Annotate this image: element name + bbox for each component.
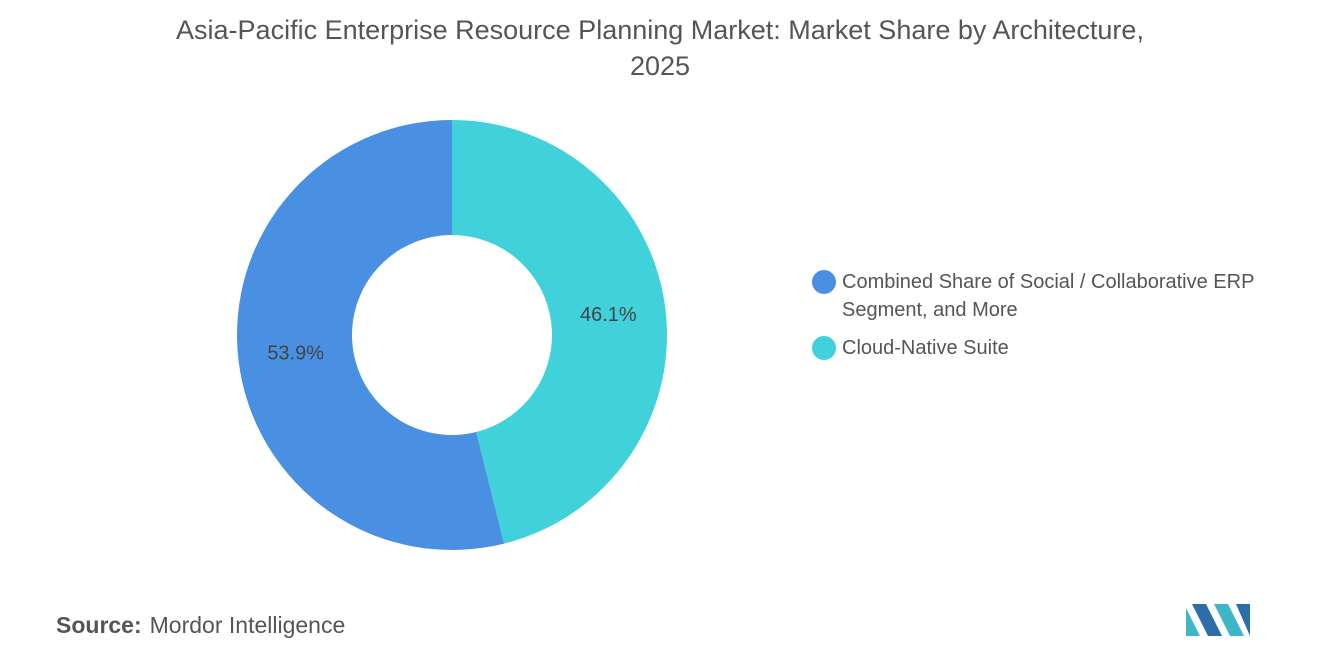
legend-swatch bbox=[812, 270, 836, 294]
value-label: 46.1% bbox=[580, 304, 637, 326]
legend-label: Cloud-Native Suite bbox=[842, 337, 1009, 359]
slice bbox=[237, 120, 505, 551]
legend-item: Cloud-Native Suite bbox=[812, 334, 1282, 362]
legend-label: Combined Share of Social / Collaborative… bbox=[842, 271, 1255, 321]
value-label: 53.9% bbox=[267, 343, 324, 365]
source: Source: Mordor Intelligence bbox=[56, 612, 345, 639]
slice bbox=[452, 120, 667, 544]
source-label: Source: bbox=[56, 612, 142, 638]
source-text: Mordor Intelligence bbox=[149, 612, 346, 638]
chart-title: Asia-Pacific Enterprise Resource Plannin… bbox=[176, 15, 1144, 81]
legend-item: Combined Share of Social / Collaborative… bbox=[812, 268, 1282, 324]
logo bbox=[1186, 604, 1250, 636]
legend: Combined Share of Social / Collaborative… bbox=[812, 268, 1282, 372]
legend-swatch bbox=[812, 336, 836, 360]
